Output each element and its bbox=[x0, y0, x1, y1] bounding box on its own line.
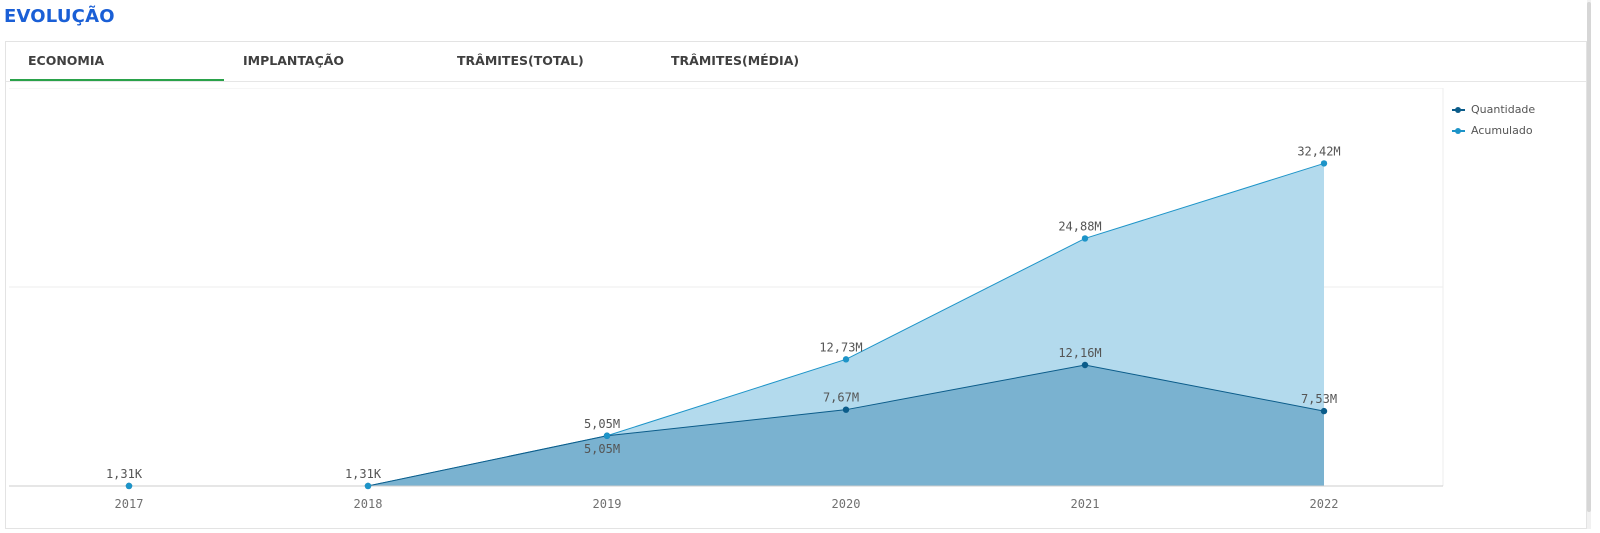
chart-panel: ECONOMIA IMPLANTAÇÃO TRÂMITES(TOTAL) TRÂ… bbox=[5, 41, 1587, 529]
data-label: 1,31K bbox=[106, 467, 143, 481]
legend-marker-icon bbox=[1452, 127, 1465, 135]
legend-marker-icon bbox=[1452, 106, 1465, 114]
x-tick-label: 2022 bbox=[1310, 497, 1339, 511]
tab-tramites-media[interactable]: TRÂMITES(MÉDIA) bbox=[671, 53, 800, 68]
area-quantidade bbox=[129, 365, 1324, 486]
data-point bbox=[1081, 235, 1089, 242]
data-label: 12,16M bbox=[1058, 346, 1101, 360]
data-point bbox=[1320, 160, 1328, 167]
data-point bbox=[125, 482, 133, 490]
area-chart: 5,05M 7,67M 12,16M 7,53M 1,31K 1,31K 5,05M 12,7… bbox=[9, 87, 1444, 511]
legend-label: Acumulado bbox=[1471, 124, 1533, 137]
data-label: 7,67M bbox=[823, 391, 859, 405]
section-title: EVOLUÇÃO bbox=[4, 6, 115, 27]
chart-area: 5,05M 7,67M 12,16M 7,53M 1,31K 1,31K 5,05M 12,7… bbox=[6, 87, 1446, 511]
legend-item-quantidade[interactable]: Quantidade bbox=[1452, 99, 1535, 120]
legend-label: Quantidade bbox=[1471, 103, 1536, 116]
chart-legend: Quantidade Acumulado bbox=[1452, 99, 1535, 141]
tab-economia[interactable]: ECONOMIA bbox=[10, 42, 224, 81]
data-label: 24,88M bbox=[1058, 219, 1101, 233]
tab-bar: ECONOMIA IMPLANTAÇÃO TRÂMITES(TOTAL) TRÂ… bbox=[6, 42, 1586, 82]
data-point bbox=[364, 482, 372, 490]
legend-item-acumulado[interactable]: Acumulado bbox=[1452, 120, 1535, 141]
data-point bbox=[842, 406, 850, 413]
x-tick-label: 2019 bbox=[593, 497, 622, 511]
data-label: 5,05M bbox=[584, 442, 620, 456]
x-tick-label: 2021 bbox=[1071, 497, 1100, 511]
x-tick-label: 2017 bbox=[115, 497, 144, 511]
data-point bbox=[1320, 407, 1328, 415]
data-label: 1,31K bbox=[345, 467, 382, 481]
data-point bbox=[603, 432, 611, 439]
tab-implantacao[interactable]: IMPLANTAÇÃO bbox=[243, 53, 345, 68]
tab-tramites-total[interactable]: TRÂMITES(TOTAL) bbox=[457, 53, 584, 68]
data-point bbox=[1081, 361, 1089, 369]
data-label: 12,73M bbox=[819, 340, 862, 354]
data-label: 7,53M bbox=[1301, 392, 1337, 406]
scrollbar[interactable] bbox=[1587, 0, 1591, 529]
data-label: 32,42M bbox=[1297, 144, 1340, 158]
data-point bbox=[842, 356, 850, 363]
x-tick-label: 2020 bbox=[832, 497, 861, 511]
x-tick-label: 2018 bbox=[354, 497, 383, 511]
data-label: 5,05M bbox=[584, 417, 620, 431]
scrollbar-thumb[interactable] bbox=[1587, 2, 1591, 512]
